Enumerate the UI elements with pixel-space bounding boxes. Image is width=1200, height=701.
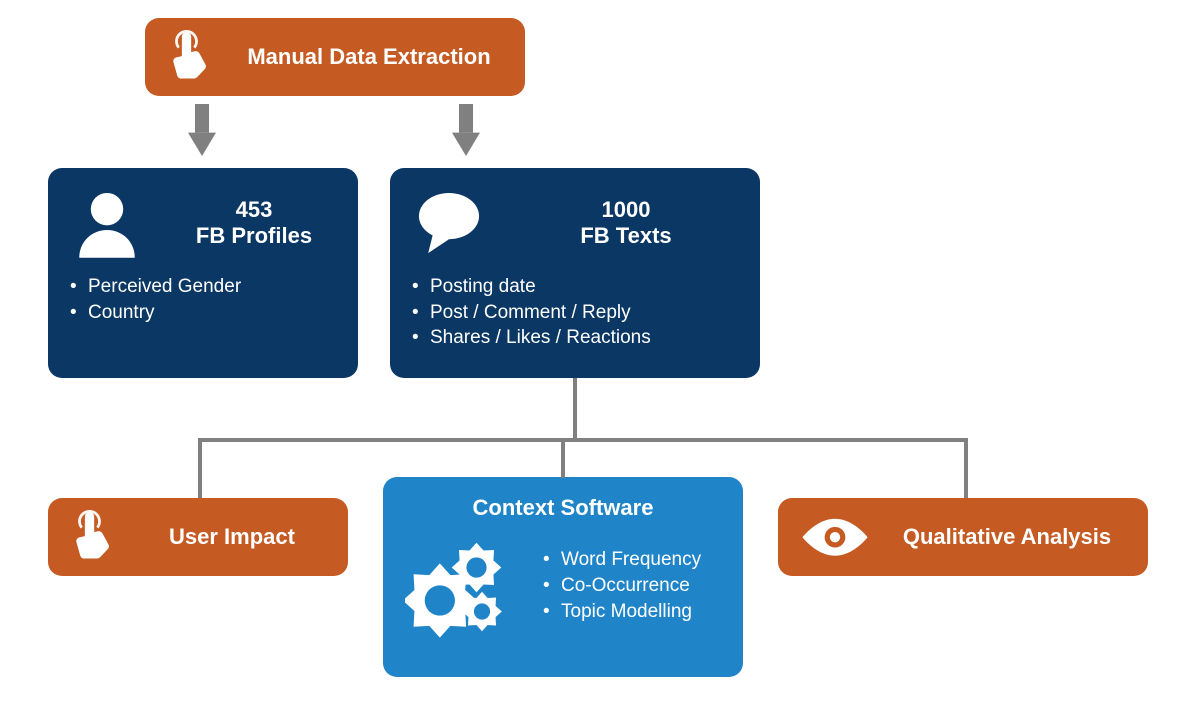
bullet-item: Word Frequency <box>543 547 701 573</box>
bullet-item: Post / Comment / Reply <box>412 300 738 326</box>
node-title: 1000FB Texts <box>514 197 738 250</box>
node-title: Context Software <box>405 495 721 521</box>
bullet-item: Co-Occurrence <box>543 573 701 599</box>
connector-line <box>561 438 565 478</box>
connector-line <box>198 438 968 442</box>
connector-line <box>198 438 202 498</box>
node-user-impact: User Impact <box>48 498 348 576</box>
bullet-item: Country <box>70 300 336 326</box>
bullet-list: Posting datePost / Comment / ReplyShares… <box>412 274 738 351</box>
bullet-item: Topic Modelling <box>543 599 701 625</box>
node-fb-texts: 1000FB Texts Posting datePost / Comment … <box>390 168 760 378</box>
node-qualitative-analysis: Qualitative Analysis <box>778 498 1148 576</box>
connector-line <box>964 438 968 498</box>
bullet-item: Shares / Likes / Reactions <box>412 325 738 351</box>
node-context-software: Context Software Word FrequencyCo-Occurr… <box>383 477 743 677</box>
node-title: Manual Data Extraction <box>233 44 505 70</box>
bullet-list: Perceived GenderCountry <box>70 274 336 325</box>
node-fb-profiles: 453FB Profiles Perceived GenderCountry <box>48 168 358 378</box>
gears-icon <box>405 529 515 639</box>
node-manual-data-extraction: Manual Data Extraction <box>145 18 525 96</box>
touch-icon <box>68 510 122 564</box>
node-title: Qualitative Analysis <box>886 524 1128 550</box>
bullet-item: Posting date <box>412 274 738 300</box>
bullet-list: Word FrequencyCo-OccurrenceTopic Modelli… <box>543 547 701 624</box>
down-arrow-icon <box>452 104 480 161</box>
bullet-item: Perceived Gender <box>70 274 336 300</box>
eye-icon <box>798 515 872 559</box>
down-arrow-icon <box>188 104 216 161</box>
person-icon <box>70 186 144 260</box>
speech-icon <box>412 186 486 260</box>
connector-line <box>573 378 577 440</box>
node-title: 453FB Profiles <box>172 197 336 250</box>
node-title: User Impact <box>136 524 328 550</box>
touch-icon <box>165 30 219 84</box>
